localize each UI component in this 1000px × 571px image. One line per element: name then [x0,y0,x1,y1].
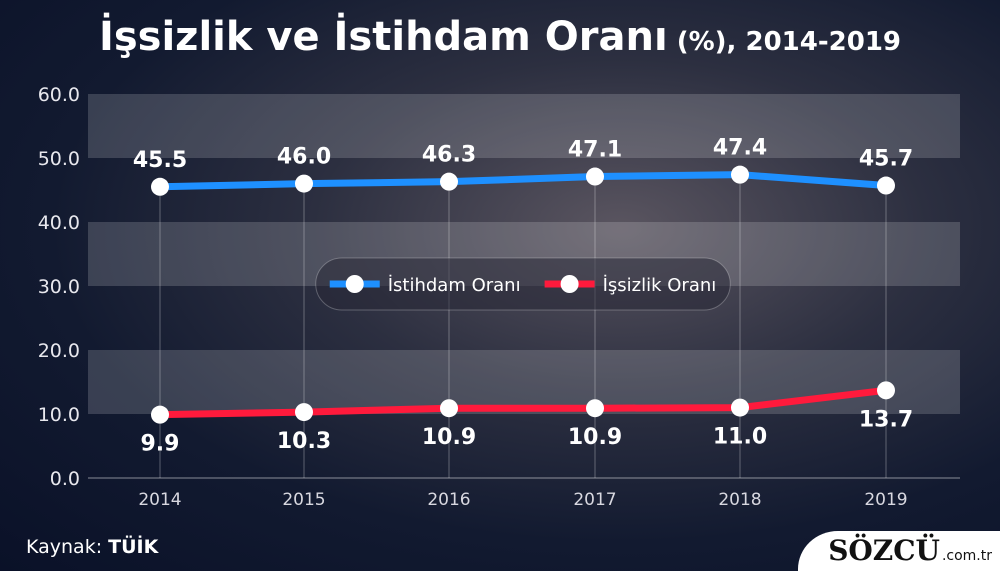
x-tick-label: 2019 [864,490,907,510]
chart-title: İşsizlik ve İstihdam Oranı (%), 2014-201… [0,14,1000,60]
data-label: 10.9 [422,425,476,450]
data-point [586,399,604,418]
data-label: 46.0 [277,145,331,170]
data-label: 10.9 [568,425,622,450]
data-point [151,405,169,424]
title-main: İşsizlik ve İstihdam Oranı [98,14,668,60]
data-label: 47.4 [713,136,767,161]
series-line-1 [159,386,887,419]
data-label: 45.5 [133,148,187,173]
legend-label: İşsizlik Oranı [603,275,717,296]
sozcu-logo: SÖZCÜ .com.tr [798,531,1000,571]
data-point [440,172,458,191]
data-point [877,176,895,195]
data-point [151,177,169,196]
y-tick-label: 20.0 [38,340,80,362]
data-label: 47.1 [568,138,622,163]
legend-box [315,257,731,311]
y-tick-label: 60.0 [38,84,80,106]
data-point [295,403,313,422]
data-point [440,399,458,418]
data-label: 11.0 [713,425,767,450]
data-point [586,167,604,186]
y-tick-label: 50.0 [38,148,80,170]
source-note: Kaynak: TÜİK [26,536,158,558]
y-tick-label: 40.0 [38,212,80,234]
data-label: 45.7 [859,147,913,172]
data-label: 10.3 [277,429,331,454]
title-sub: (%), 2014-2019 [667,27,902,57]
logo-domain: .com.tr [941,548,992,564]
source-label: Kaynak: [26,536,103,558]
data-point [731,398,749,417]
y-tick-label: 0.0 [50,468,80,490]
x-tick-label: 2014 [138,490,181,510]
y-tick-label: 30.0 [38,276,80,298]
data-label: 9.9 [141,432,180,457]
x-tick-label: 2017 [573,490,616,510]
source-value: TÜİK [108,536,159,558]
data-label: 46.3 [422,143,476,168]
series-line-0 [159,171,887,191]
x-tick-label: 2018 [718,490,761,510]
grid-band [88,94,960,158]
data-point [295,174,313,193]
legend-label: İstihdam Oranı [388,275,521,296]
data-point [731,165,749,184]
data-label: 13.7 [859,407,913,432]
legend-swatch-marker [560,275,579,293]
x-tick-label: 2016 [427,490,470,510]
x-tick-label: 2015 [282,490,325,510]
data-point [877,381,895,400]
legend-swatch-marker [345,275,364,293]
y-tick-label: 10.0 [38,404,80,426]
logo-brand: SÖZCÜ [828,534,940,567]
grid-band [88,350,960,414]
